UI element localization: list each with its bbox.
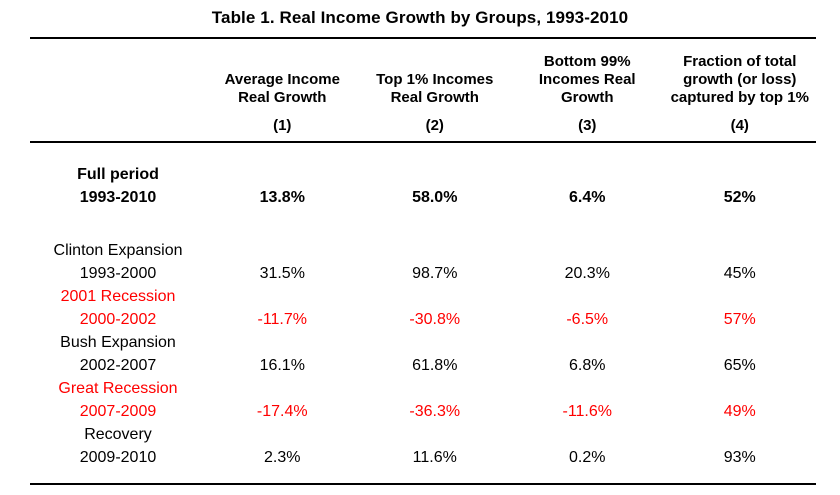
table-row-clinton-expansion: Clinton Expansion 1993-2000 31.5% 98.7% … [30,239,816,285]
cell-value: 13.8% [259,189,305,206]
header-line: Incomes Real [538,71,636,88]
column-number: (3) [511,108,664,143]
header-line: Bottom 99% [543,53,631,70]
cell-value: 6.8% [569,357,606,374]
period-years: 2009-2010 [79,449,157,466]
row-label-cell: Recovery 2009-2010 [30,423,206,484]
row-label-cell: Great Recession 2007-2009 [30,377,206,423]
header-row: Average Income Real Growth Top 1% Income… [30,38,816,108]
column-numbers-row: (1) (2) (3) (4) [30,108,816,143]
header-line: Growth [561,89,614,106]
row-label-cell: 2001 Recession 2000-2002 [30,285,206,331]
cell-value: 2.3% [264,449,301,466]
cell-value: -11.7% [257,311,307,328]
table-row-great-recession: Great Recession 2007-2009 -17.4% -36.3% … [30,377,816,423]
cell-value: 16.1% [259,357,305,374]
column-header-bottom99: Bottom 99% Incomes Real Growth [511,38,664,108]
table-row-full-period: Full period 1993-2010 13.8% 58.0% 6.4% 5… [30,142,816,239]
cell-value: 65% [723,357,756,374]
cell-value: 58.0% [412,189,458,206]
cell-value: 52% [723,189,756,206]
period-name: Clinton Expansion [53,242,183,259]
cell-value: -17.4% [256,403,308,420]
column-header-top1: Top 1% Incomes Real Growth [359,38,512,108]
header-line: captured by top 1% [670,89,809,106]
period-years: 2000-2002 [79,311,157,328]
period-name: Recovery [84,426,152,443]
cell-value: 93% [723,449,756,466]
period-years: 1993-2010 [79,189,157,206]
header-line: Real Growth [238,89,327,106]
cell-value: 45% [723,265,756,282]
period-years: 2002-2007 [79,357,157,374]
cell-value: 31.5% [259,265,305,282]
cell-value: 57% [723,311,756,328]
table-row-2001-recession: 2001 Recession 2000-2002 -11.7% -30.8% -… [30,285,816,331]
table-header: Average Income Real Growth Top 1% Income… [30,38,816,143]
table-title: Table 1. Real Income Growth by Groups, 1… [211,8,629,27]
header-line: Average Income [224,71,340,88]
period-name: Full period [77,166,159,183]
header-spacer [30,38,206,108]
table-row-recovery: Recovery 2009-2010 2.3% 11.6% 0.2% 93% [30,423,816,484]
column-header-avg-income: Average Income Real Growth [206,38,359,108]
column-number: (1) [206,108,359,143]
cell-value: 0.2% [569,449,606,466]
cell-value: 49% [723,403,756,420]
cell-value: -11.6% [562,403,612,420]
cell-value: 11.6% [412,449,457,466]
period-years: 2007-2009 [79,403,157,420]
header-spacer [30,108,206,143]
cell-value: -6.5% [566,311,609,328]
income-growth-table: Average Income Real Growth Top 1% Income… [30,37,816,485]
header-line: Top 1% Incomes [376,71,494,88]
table-row-bush-expansion: Bush Expansion 2002-2007 16.1% 61.8% 6.8… [30,331,816,377]
column-header-fraction: Fraction of total growth (or loss) captu… [664,38,817,108]
column-number: (4) [663,108,816,143]
header-line: growth (or loss) [683,71,797,88]
row-label-cell: Full period 1993-2010 [30,142,206,239]
row-label-cell: Bush Expansion 2002-2007 [30,331,206,377]
cell-value: 61.8% [412,357,458,374]
column-number: (2) [358,108,511,143]
header-line: Real Growth [390,89,479,106]
period-name: Bush Expansion [60,334,176,351]
period-name: 2001 Recession [60,288,176,305]
row-label-cell: Clinton Expansion 1993-2000 [30,239,206,285]
cell-value: -30.8% [409,311,461,328]
header-line: Fraction of total [683,53,797,70]
cell-value: 6.4% [569,189,606,206]
period-name: Great Recession [58,380,178,397]
period-years: 1993-2000 [79,265,157,282]
table-body: Full period 1993-2010 13.8% 58.0% 6.4% 5… [30,142,816,484]
cell-value: 98.7% [412,265,458,282]
cell-value: -36.3% [409,403,461,420]
cell-value: 20.3% [564,265,610,282]
